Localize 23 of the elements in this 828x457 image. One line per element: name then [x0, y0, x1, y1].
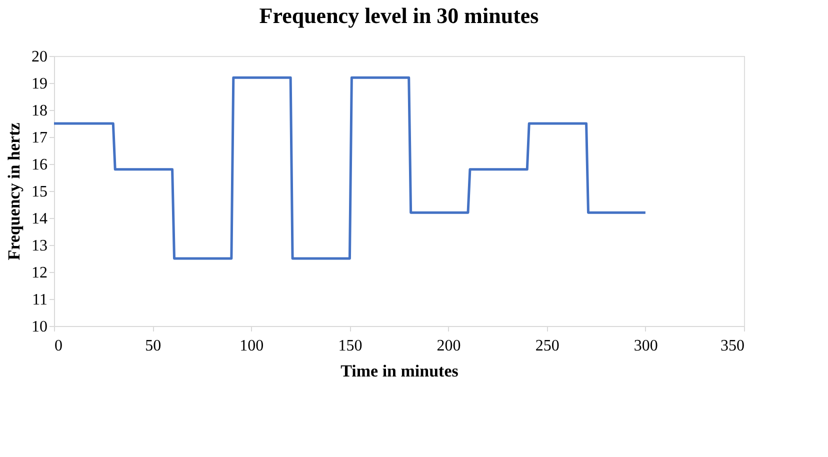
y-tick-label: 17	[32, 130, 48, 146]
y-tick-label: 11	[32, 292, 48, 308]
x-tick-label: 300	[634, 338, 658, 354]
x-tick-label: 250	[535, 338, 560, 354]
y-tick-label: 20	[32, 48, 48, 66]
y-tick-label: 13	[32, 238, 48, 254]
chart-title: Frequency level in 30 minutes	[259, 3, 540, 28]
x-tick-label: 50	[145, 338, 162, 354]
x-tick-label: 0	[54, 338, 62, 354]
y-tick-label: 15	[32, 184, 48, 200]
x-axis-title: Time in minutes	[340, 362, 459, 380]
y-axis-title: Frequency in hertz	[4, 122, 24, 260]
x-tick-label: 350	[720, 338, 744, 354]
x-tick-label: 150	[338, 338, 362, 354]
x-tick-label: 100	[240, 338, 264, 354]
y-tick-label: 19	[32, 76, 48, 92]
y-tick-label: 10	[32, 318, 48, 336]
y-tick-label: 14	[32, 210, 48, 228]
x-tick-label: 200	[436, 338, 461, 354]
y-tick-label: 16	[32, 156, 48, 174]
y-tick-label: 12	[32, 264, 48, 282]
line-series	[52, 76, 647, 260]
y-tick-label: 18	[32, 102, 48, 120]
